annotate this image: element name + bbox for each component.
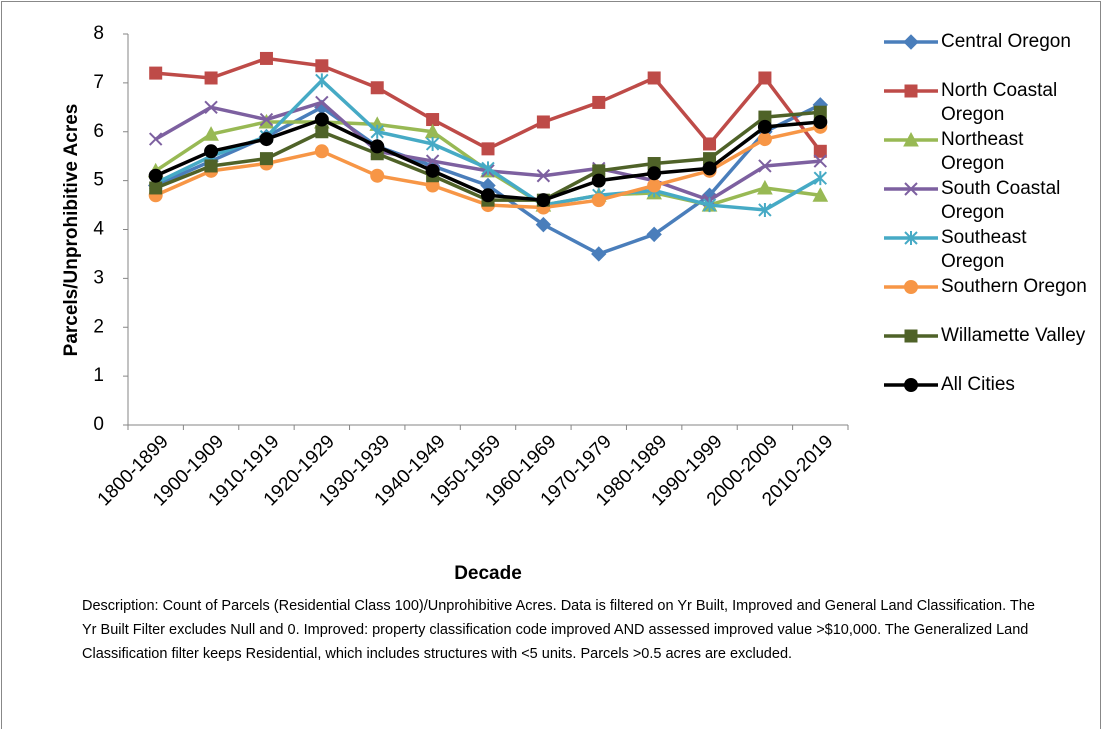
marker: [536, 193, 551, 208]
marker: [481, 161, 495, 176]
marker: [204, 159, 218, 173]
legend-marker: [904, 182, 918, 196]
y-tick-label: 3: [93, 267, 104, 288]
marker: [813, 171, 828, 186]
marker: [259, 152, 273, 166]
legend-label: Willamette Valley: [941, 325, 1086, 346]
marker: [204, 71, 218, 85]
marker: [592, 95, 606, 109]
marker: [758, 159, 772, 173]
marker: [258, 113, 275, 129]
y-axis-title: Parcels/Unprohibitive Acres: [61, 104, 82, 357]
x-axis-title: Decade: [454, 563, 522, 584]
marker: [812, 187, 829, 202]
marker: [425, 154, 440, 168]
legend-label: South Coastal Oregon: [941, 178, 1061, 223]
marker: [149, 66, 163, 80]
marker: [702, 198, 717, 213]
marker: [314, 144, 329, 159]
marker: [702, 161, 717, 176]
marker: [758, 202, 772, 217]
legend-label: Southern Oregon: [941, 276, 1087, 297]
y-tick-label: 5: [93, 170, 104, 191]
marker: [315, 73, 329, 88]
y-tick-label: 6: [93, 121, 104, 142]
marker: [148, 132, 163, 146]
marker: [314, 112, 329, 127]
y-tick-label: 0: [93, 414, 104, 435]
marker: [481, 188, 495, 203]
legend-label: Northeast Oregon: [941, 129, 1024, 174]
marker: [813, 114, 828, 129]
legend-marker: [904, 231, 918, 245]
marker: [591, 193, 606, 208]
marker: [757, 132, 772, 147]
description: Description: Count of Parcels (Residenti…: [82, 598, 1035, 662]
legend-marker: [904, 280, 918, 294]
marker: [647, 178, 662, 193]
marker: [647, 71, 661, 85]
marker: [315, 125, 329, 139]
marker: [259, 112, 274, 127]
marker: [647, 166, 662, 181]
marker: [536, 169, 551, 183]
marker: [370, 124, 384, 139]
marker: [646, 226, 662, 243]
marker: [315, 59, 329, 73]
y-tick-label: 7: [93, 72, 104, 93]
legend-label: Southeast Oregon: [941, 227, 1027, 272]
marker: [757, 179, 773, 195]
marker: [535, 216, 552, 233]
marker: [149, 181, 163, 195]
marker: [703, 137, 717, 151]
legend-marker: [904, 329, 918, 343]
legend-label: North Coastal Oregon: [941, 80, 1058, 125]
marker: [259, 132, 274, 147]
marker: [315, 95, 329, 110]
legend-label: Central Oregon: [941, 31, 1071, 52]
marker: [481, 142, 495, 156]
legend-marker: [904, 378, 918, 392]
marker: [813, 144, 827, 158]
legend-marker: [904, 84, 918, 98]
marker: [536, 115, 550, 129]
marker: [370, 81, 384, 95]
marker: [259, 51, 273, 65]
y-tick-label: 2: [93, 316, 104, 337]
legend-marker: [903, 34, 919, 50]
legend-label: All Cities: [941, 374, 1015, 395]
marker: [757, 119, 772, 134]
marker: [813, 154, 828, 168]
y-tick-label: 1: [93, 365, 104, 386]
marker: [591, 246, 607, 262]
series-line: [155, 56, 822, 153]
marker: [148, 168, 163, 183]
marker: [370, 139, 385, 154]
marker: [204, 100, 218, 115]
marker: [204, 144, 219, 159]
marker: [591, 173, 606, 188]
y-tick-label: 8: [93, 23, 104, 44]
legend-marker: [903, 131, 919, 147]
marker: [203, 126, 219, 141]
y-tick-label: 4: [93, 219, 104, 240]
marker: [425, 163, 440, 178]
marker: [758, 71, 772, 85]
marker: [425, 136, 440, 151]
marker: [370, 168, 385, 183]
